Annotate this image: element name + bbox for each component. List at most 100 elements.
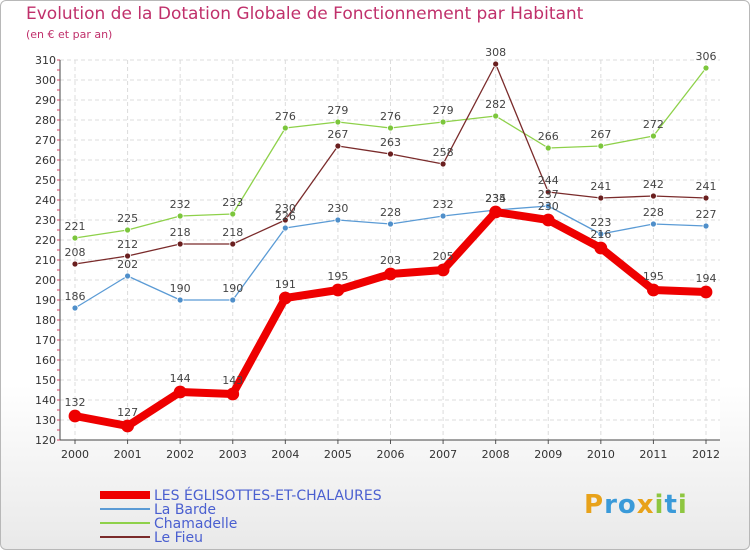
data-label: 216 bbox=[590, 228, 611, 241]
data-point bbox=[124, 252, 131, 260]
y-tick-label: 180 bbox=[35, 314, 56, 327]
data-label: 258 bbox=[433, 146, 454, 159]
data-label: 279 bbox=[327, 104, 348, 117]
data-label: 232 bbox=[170, 198, 191, 211]
proxiti-logo: Proxiti bbox=[584, 490, 688, 520]
data-point bbox=[124, 226, 131, 234]
x-tick-label: 2008 bbox=[482, 448, 510, 461]
data-point bbox=[650, 192, 657, 200]
logo-letter: i bbox=[654, 490, 665, 520]
data-point bbox=[226, 387, 240, 401]
data-point bbox=[702, 194, 710, 202]
data-label: 218 bbox=[170, 226, 191, 239]
y-tick-label: 250 bbox=[35, 174, 56, 187]
x-tick-label: 2002 bbox=[166, 448, 194, 461]
legend-label: Le Fieu bbox=[154, 530, 203, 546]
data-label: 263 bbox=[380, 136, 401, 149]
data-label: 230 bbox=[327, 202, 348, 215]
data-label: 267 bbox=[327, 128, 348, 141]
y-tick-label: 170 bbox=[35, 334, 56, 347]
x-tick-label: 2006 bbox=[377, 448, 405, 461]
data-label: 225 bbox=[117, 212, 138, 225]
y-tick-label: 300 bbox=[35, 74, 56, 87]
data-label: 228 bbox=[643, 206, 664, 219]
data-point bbox=[281, 216, 289, 224]
data-label: 233 bbox=[222, 196, 243, 209]
y-tick-label: 210 bbox=[35, 254, 56, 267]
data-point bbox=[71, 260, 79, 268]
data-point bbox=[702, 222, 710, 230]
data-label: 221 bbox=[65, 220, 86, 233]
logo-letter: x bbox=[636, 490, 655, 520]
data-point bbox=[331, 283, 345, 297]
x-tick-label: 2010 bbox=[587, 448, 615, 461]
data-label: 143 bbox=[222, 374, 243, 387]
legend-label: LES ÉGLISOTTES-ET-CHALAURES bbox=[154, 487, 382, 504]
data-label: 195 bbox=[643, 270, 664, 283]
legend-label: La Barde bbox=[154, 502, 216, 518]
data-point bbox=[387, 220, 394, 228]
x-tick-label: 2003 bbox=[219, 448, 247, 461]
data-label: 127 bbox=[117, 406, 138, 419]
data-point bbox=[597, 194, 605, 202]
data-label: 226 bbox=[275, 210, 296, 223]
data-point bbox=[597, 142, 605, 150]
data-point bbox=[176, 240, 184, 248]
data-point bbox=[597, 230, 605, 238]
data-point bbox=[650, 220, 657, 228]
data-label: 235 bbox=[485, 192, 506, 205]
data-label: 272 bbox=[643, 118, 664, 131]
data-point bbox=[541, 213, 555, 227]
data-point bbox=[121, 419, 134, 433]
data-label: 306 bbox=[696, 50, 717, 63]
y-tick-label: 280 bbox=[35, 114, 56, 127]
y-tick-label: 160 bbox=[35, 354, 56, 367]
data-point bbox=[176, 296, 184, 304]
data-label: 190 bbox=[222, 282, 243, 295]
data-point bbox=[544, 188, 552, 196]
y-tick-label: 150 bbox=[35, 374, 56, 387]
data-label: 205 bbox=[433, 250, 454, 263]
data-point bbox=[489, 205, 503, 219]
data-point bbox=[71, 304, 79, 312]
y-tick-label: 120 bbox=[35, 434, 56, 447]
data-label: 276 bbox=[275, 110, 296, 123]
data-point bbox=[229, 240, 237, 248]
data-label: 241 bbox=[696, 180, 717, 193]
data-point bbox=[439, 212, 447, 220]
x-tick-label: 2007 bbox=[429, 448, 457, 461]
data-point bbox=[176, 212, 184, 220]
data-label: 186 bbox=[65, 290, 86, 303]
data-label: 212 bbox=[117, 238, 138, 251]
data-label: 244 bbox=[538, 174, 559, 187]
data-point bbox=[439, 118, 447, 126]
logo-letter: i bbox=[677, 490, 688, 520]
data-point bbox=[702, 64, 710, 72]
y-tick-label: 190 bbox=[35, 294, 56, 307]
data-label: 190 bbox=[170, 282, 191, 295]
data-label: 191 bbox=[275, 278, 296, 291]
data-point bbox=[68, 409, 82, 423]
data-label: 194 bbox=[696, 272, 717, 285]
data-label: 230 bbox=[538, 200, 559, 213]
chart-title: Evolution de la Dotation Globale de Fonc… bbox=[26, 4, 584, 24]
data-point bbox=[229, 296, 237, 304]
data-point bbox=[699, 285, 713, 299]
data-label: 202 bbox=[117, 258, 138, 271]
data-point bbox=[387, 124, 394, 132]
data-point bbox=[544, 202, 552, 210]
data-label: 223 bbox=[590, 216, 611, 229]
data-label: 195 bbox=[327, 270, 348, 283]
data-label: 144 bbox=[170, 372, 191, 385]
logo-letter: r bbox=[604, 490, 618, 520]
data-label: 276 bbox=[380, 110, 401, 123]
data-label: 308 bbox=[485, 46, 506, 59]
data-point bbox=[647, 283, 660, 297]
y-tick-label: 140 bbox=[35, 394, 56, 407]
data-label: 279 bbox=[433, 104, 454, 117]
y-tick-label: 220 bbox=[35, 234, 56, 247]
data-point bbox=[439, 160, 447, 168]
data-label: 227 bbox=[696, 208, 717, 221]
data-point bbox=[229, 210, 237, 218]
